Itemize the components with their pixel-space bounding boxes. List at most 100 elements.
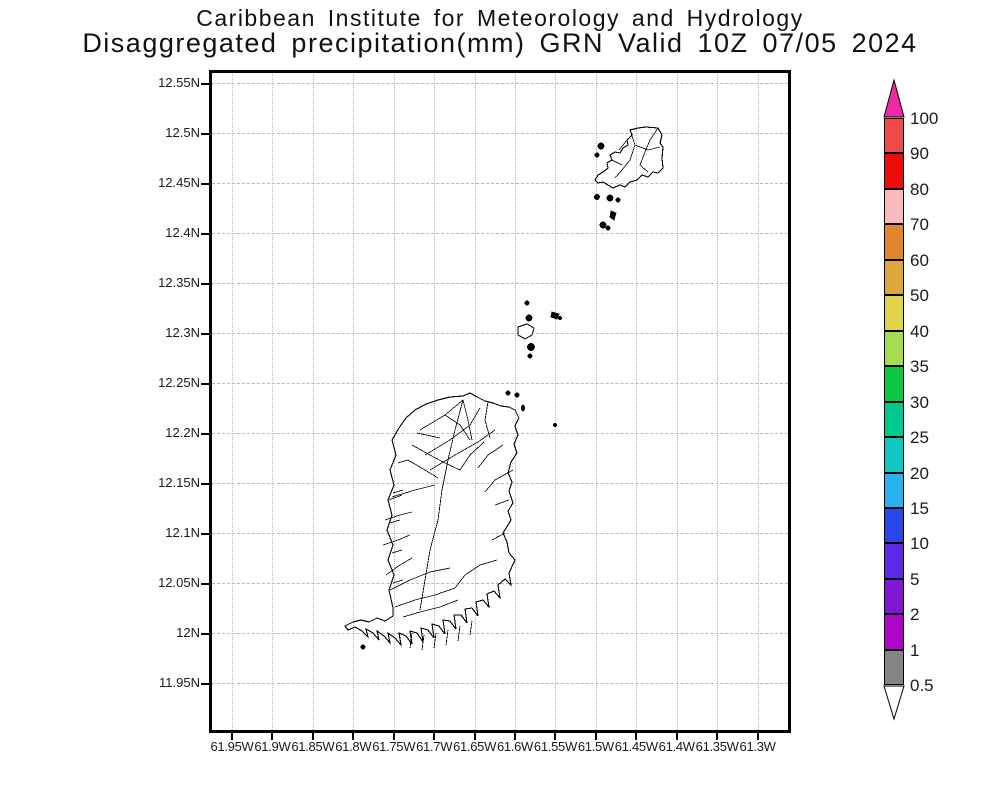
colorbar-segment <box>884 295 904 331</box>
longitude-gridline <box>595 73 597 730</box>
y-axis-tick-label: 12.35N <box>158 275 200 290</box>
colorbar-tick-label: 0.5 <box>910 676 934 695</box>
x-axis-tick-label: 61.55W <box>533 739 577 754</box>
small-islets <box>360 142 621 650</box>
y-axis-tick <box>201 133 209 135</box>
x-axis-tick-label: 61.8W <box>335 739 372 754</box>
x-axis-tick <box>554 733 557 740</box>
x-axis-tick <box>514 733 516 740</box>
x-axis-tick <box>594 733 597 740</box>
longitude-gridline <box>757 73 759 730</box>
x-axis-tick-label: 61.9W <box>254 739 291 754</box>
colorbar-tick-label: 25 <box>910 428 929 447</box>
y-axis-tick-label: 12.15N <box>158 475 200 490</box>
colorbar-tick-label: 35 <box>910 357 929 376</box>
x-axis-tick <box>635 733 638 740</box>
colorbar-segment <box>884 366 904 402</box>
x-axis-tick-label: 61.85W <box>291 739 335 754</box>
latitude-gridline <box>212 133 788 134</box>
y-axis-tick-label: 12.55N <box>158 75 200 90</box>
longitude-gridline <box>474 73 476 730</box>
colorbar-segment <box>884 508 904 543</box>
x-axis-tick <box>352 733 355 740</box>
colorbar-segment <box>884 153 904 189</box>
x-axis-tick <box>433 733 436 740</box>
x-axis-tick-label: 61.65W <box>453 739 497 754</box>
colorbar-segment <box>884 331 904 366</box>
colorbar-segment <box>884 614 904 650</box>
y-axis-tick <box>201 83 209 85</box>
x-axis-tick <box>756 733 759 740</box>
colorbar-tick-label: 50 <box>910 286 929 305</box>
y-axis-tick <box>201 183 209 185</box>
y-axis-tick <box>201 383 209 385</box>
colorbar-segment <box>884 189 904 224</box>
x-axis-tick-label: 61.3W <box>739 739 776 754</box>
colorbar-segment <box>884 579 904 614</box>
y-axis-tick-label: 12.1N <box>165 525 200 540</box>
page-title-product: Disaggregated precipitation(mm) GRN Vali… <box>82 28 918 58</box>
longitude-gridline <box>515 73 516 730</box>
x-axis-tick <box>392 733 395 740</box>
colorbar-tick-label: 100 <box>910 109 939 128</box>
y-axis-tick <box>201 683 209 685</box>
y-axis-tick <box>201 283 209 285</box>
longitude-gridline <box>232 73 233 730</box>
x-axis-tick <box>271 733 274 740</box>
y-axis-tick-label: 12.4N <box>165 225 200 240</box>
colorbar-segment <box>884 118 904 153</box>
colorbar-segment <box>884 437 904 473</box>
carriacou-watershed-boundaries <box>611 127 661 179</box>
carriacou-island-coastline <box>594 126 664 189</box>
x-axis-tick-label: 61.6W <box>496 739 534 754</box>
x-axis-tick-label: 61.35W <box>695 739 739 754</box>
colorbar-tick-label: 40 <box>910 322 929 341</box>
y-axis-tick <box>201 583 209 585</box>
y-axis-tick-label: 11.95N <box>159 675 200 690</box>
x-axis-tick <box>473 733 476 740</box>
x-axis-tick-label: 61.45W <box>614 739 658 754</box>
y-axis-tick-label: 12.05N <box>158 575 200 590</box>
colorbar-tick-label: 15 <box>910 499 929 518</box>
y-axis-tick <box>201 233 209 235</box>
x-axis-tick-label: 61.4W <box>658 739 695 754</box>
latitude-gridline <box>212 383 788 384</box>
latitude-gridline <box>212 433 788 434</box>
colorbar-tick-label: 90 <box>910 144 929 163</box>
x-axis-tick-label: 61.95W <box>210 739 254 754</box>
latitude-gridline <box>212 83 788 84</box>
x-axis-tick <box>231 733 233 740</box>
latitude-gridline <box>212 283 788 284</box>
y-axis-tick <box>201 433 209 435</box>
colorbar-underflow-arrow <box>883 685 905 721</box>
latitude-gridline <box>212 533 788 534</box>
colorbar-overflow-arrow <box>883 78 905 118</box>
colorbar-tick-label: 30 <box>910 393 929 412</box>
ronde-island <box>517 323 535 340</box>
y-axis-tick-label: 12N <box>176 625 200 640</box>
longitude-gridline <box>555 73 557 730</box>
x-axis-tick-label: 61.5W <box>577 739 614 754</box>
y-axis-tick <box>201 633 209 635</box>
colorbar-segment <box>884 543 904 579</box>
grenada-watershed-boundaries <box>382 399 514 651</box>
x-axis-tick <box>716 733 719 740</box>
y-axis-tick-label: 12.5N <box>165 125 200 140</box>
longitude-gridline <box>393 73 395 730</box>
colorbar-tick-label: 70 <box>910 215 929 234</box>
x-axis-tick <box>675 733 678 740</box>
latitude-gridline <box>212 183 788 184</box>
colorbar-tick-label: 60 <box>910 251 929 270</box>
colorbar-tick-label: 80 <box>910 180 929 199</box>
colorbar-segment <box>884 402 904 437</box>
latitude-gridline <box>212 683 788 684</box>
longitude-gridline <box>636 73 638 730</box>
colorbar-segment <box>884 224 904 260</box>
colorbar-tick-label: 1 <box>910 641 920 660</box>
longitude-gridline <box>312 73 314 730</box>
longitude-gridline <box>676 73 678 730</box>
x-axis-tick-label: 61.75W <box>372 739 416 754</box>
page-title-institute: Caribbean Institute for Meteorology and … <box>196 5 804 31</box>
y-axis-tick-label: 12.45N <box>158 175 200 190</box>
